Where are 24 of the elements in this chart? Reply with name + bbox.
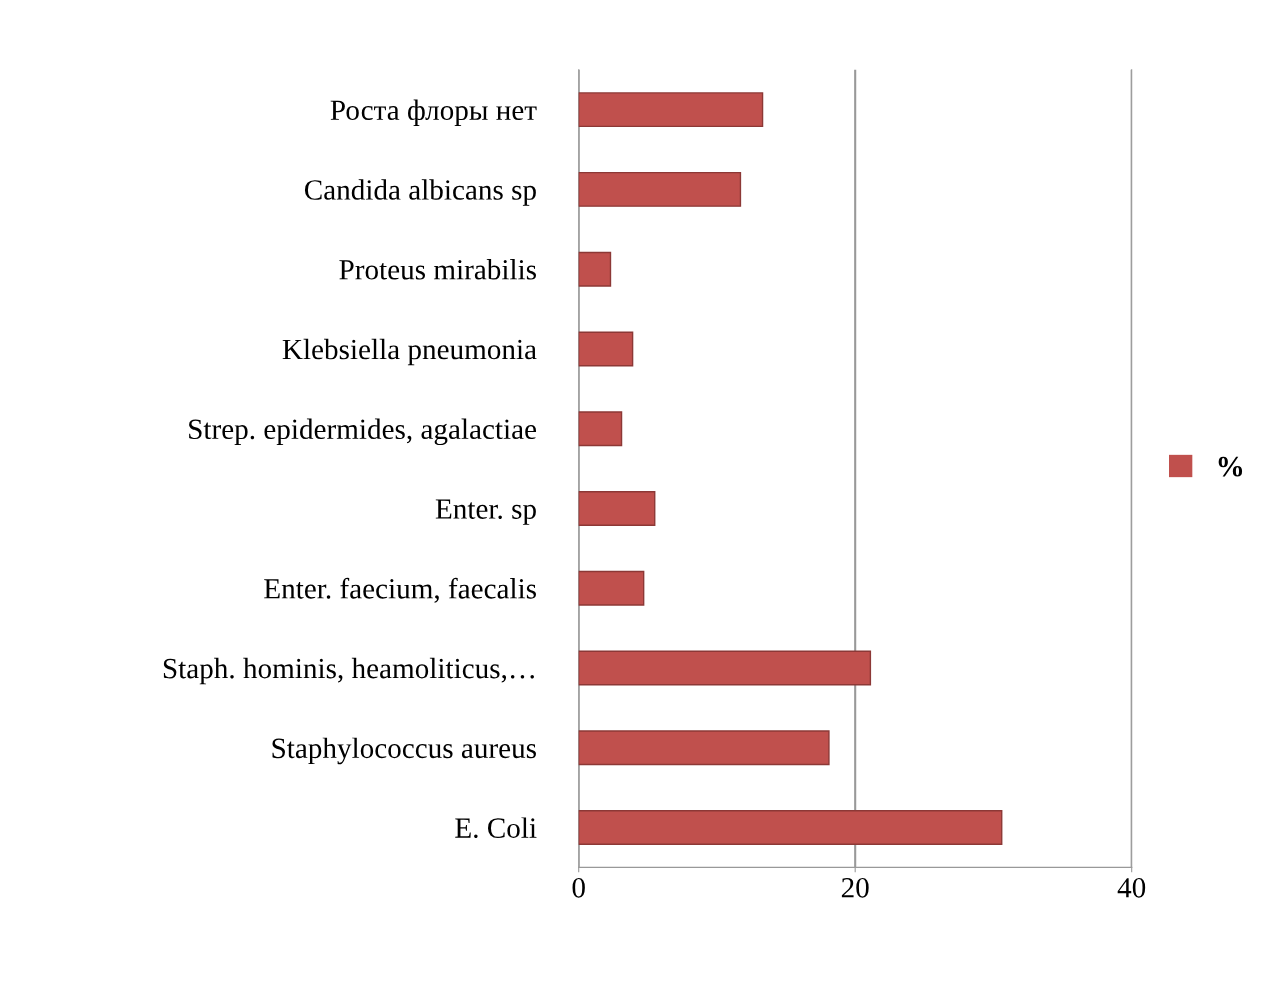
y-tick-label: Strep. epidermides, agalactiae [189, 418, 537, 446]
bar [578, 92, 764, 128]
bar [578, 171, 742, 207]
x-tick-label: 0 [572, 877, 585, 898]
legend-label: % [1218, 456, 1243, 477]
y-tick-label: Роста флоры нет [330, 99, 537, 126]
bar [578, 810, 1003, 845]
y-tick-label: Klebsiella pneumonia [282, 338, 537, 366]
x-tick-label: 20 [841, 877, 869, 898]
y-tick-label: Staph. hominis, heamoliticus,… [163, 657, 534, 685]
bar [578, 730, 830, 766]
bar [578, 331, 634, 367]
bar [578, 251, 612, 287]
y-tick-label: E. Coli [455, 817, 537, 839]
bar [578, 650, 872, 686]
bar [578, 411, 623, 447]
y-tick-label: Proteus mirabilis [339, 259, 536, 280]
x-tick-label: 40 [1117, 877, 1146, 898]
bar [578, 570, 645, 606]
y-tick-label: Staphylococcus aureus [272, 737, 536, 765]
bar [578, 491, 656, 526]
y-tick-label: Candida albicans sp [304, 179, 536, 206]
y-tick-label: Enter. faecium, faecalis [264, 577, 536, 603]
y-tick-label: Enter. sp [435, 499, 536, 525]
